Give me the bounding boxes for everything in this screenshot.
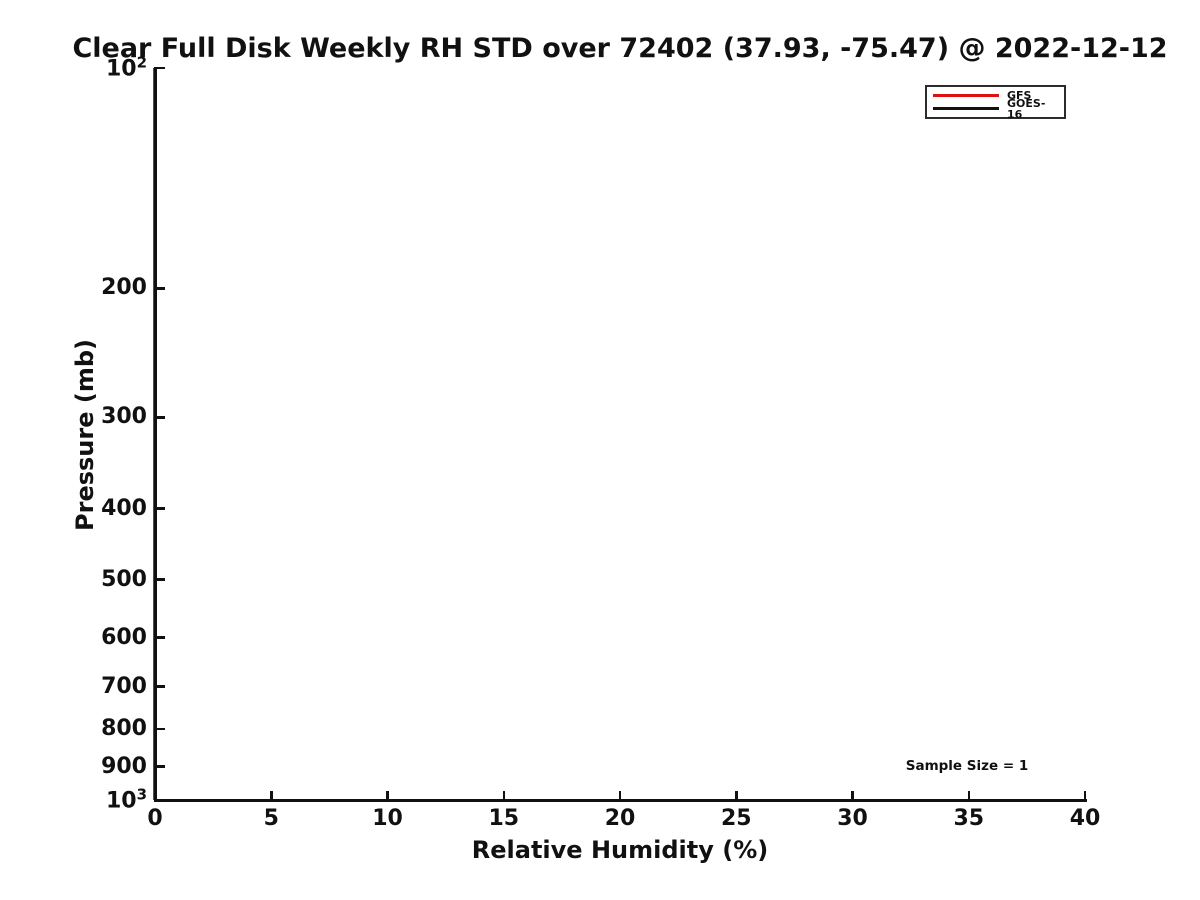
legend-label: GFS (1007, 89, 1032, 102)
y-tick-label: 102 (105, 53, 147, 82)
x-tick-label: 15 (488, 806, 520, 831)
x-tick-label: 40 (1069, 806, 1101, 831)
x-tick-mark (618, 790, 622, 800)
y-tick-mark (155, 287, 165, 290)
y-tick-label: 600 (101, 624, 147, 650)
y-tick-mark (155, 685, 165, 688)
legend-line-sample (933, 107, 999, 110)
legend-item: GOES-16 (933, 98, 1058, 120)
y-tick-label: 400 (101, 495, 147, 521)
x-axis-spine (153, 798, 1087, 802)
x-tick-label: 30 (837, 806, 868, 831)
y-tick-mark (155, 66, 165, 70)
x-tick-label: 0 (147, 806, 163, 831)
x-tick-mark (1083, 790, 1087, 800)
y-tick-label: 700 (101, 673, 147, 699)
y-tick-mark (155, 798, 165, 802)
sample-size-annotation: Sample Size = 1 (905, 758, 1029, 774)
y-axis-spine (153, 66, 157, 802)
y-tick-label: 103 (105, 785, 147, 814)
x-tick-label: 25 (720, 806, 752, 831)
y-tick-label: 900 (101, 753, 147, 779)
y-tick-label: 500 (101, 566, 147, 592)
legend-line-sample (933, 94, 999, 97)
legend-item: GFS (933, 89, 1058, 102)
chart-title: Clear Full Disk Weekly RH STD over 72402… (72, 33, 1168, 64)
y-tick-label: 300 (101, 404, 147, 430)
y-tick-label: 800 (101, 716, 147, 742)
y-tick-mark (155, 578, 165, 581)
x-tick-label: 5 (263, 806, 279, 831)
x-tick-mark (153, 790, 157, 800)
tick-label-exponent: 2 (136, 53, 147, 72)
x-tick-mark (851, 790, 854, 800)
y-tick-label: 200 (101, 275, 147, 301)
y-tick-mark (155, 727, 165, 731)
legend-label: GOES-16 (1007, 96, 1046, 121)
x-tick-mark (502, 790, 505, 800)
x-tick-label: 10 (372, 806, 403, 831)
x-tick-label: 35 (953, 806, 985, 831)
y-tick-mark (155, 507, 165, 510)
y-tick-mark (155, 765, 165, 768)
x-tick-mark (270, 790, 273, 800)
y-tick-mark (155, 416, 165, 419)
x-tick-mark (735, 790, 738, 800)
x-tick-label: 20 (604, 806, 636, 831)
x-tick-mark (967, 790, 970, 800)
y-tick-mark (155, 636, 165, 639)
x-tick-mark (386, 790, 389, 800)
legend-box: GFS GOES-16 (925, 85, 1066, 120)
x-axis-label: Relative Humidity (%) (471, 836, 769, 864)
tick-label-exponent: 3 (136, 785, 147, 804)
